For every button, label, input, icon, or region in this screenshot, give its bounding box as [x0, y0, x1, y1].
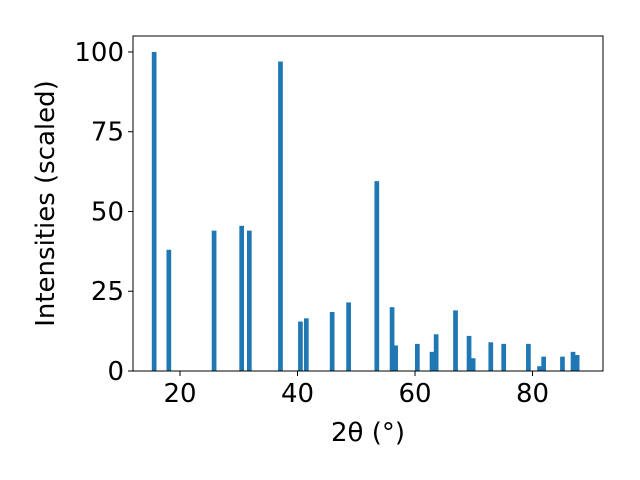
bar [166, 249, 172, 371]
bar [526, 343, 531, 371]
y-tick-label: 100 [74, 38, 124, 68]
bar [574, 355, 580, 371]
y-axis-label: Intensities (scaled) [31, 80, 61, 327]
bar [429, 351, 435, 371]
bar [453, 310, 458, 371]
x-axis: 20 40 60 80 [163, 371, 549, 409]
bar [389, 307, 395, 371]
bar [537, 366, 542, 371]
bar [501, 343, 507, 371]
y-tick-label: 50 [91, 197, 124, 227]
bar [560, 356, 565, 371]
bar [415, 343, 420, 371]
bar [374, 181, 380, 371]
bar [466, 335, 472, 371]
x-tick-label: 80 [516, 379, 549, 409]
plot-background [133, 36, 603, 371]
bar [303, 318, 309, 371]
bar [239, 225, 245, 371]
x-tick-label: 20 [163, 379, 196, 409]
x-axis-label: 2θ (°) [331, 418, 405, 448]
plot-frame [132, 35, 604, 372]
bar [393, 345, 398, 371]
bar [211, 230, 217, 371]
y-tick-label: 25 [91, 277, 124, 307]
y-tick-label: 75 [91, 118, 124, 148]
bar [329, 311, 335, 371]
bar [570, 351, 576, 371]
y-axis: 0 25 50 75 100 [74, 38, 133, 387]
bar [346, 302, 351, 371]
bar [488, 342, 494, 371]
bar [298, 321, 303, 371]
bar [470, 358, 476, 371]
bars [151, 51, 580, 372]
bar [433, 334, 439, 371]
x-tick-label: 60 [398, 379, 431, 409]
bar [278, 61, 283, 372]
x-tick-label: 40 [281, 379, 314, 409]
bar [151, 51, 157, 371]
bar [246, 230, 252, 371]
y-tick-label: 0 [107, 357, 124, 387]
bar [541, 356, 547, 371]
